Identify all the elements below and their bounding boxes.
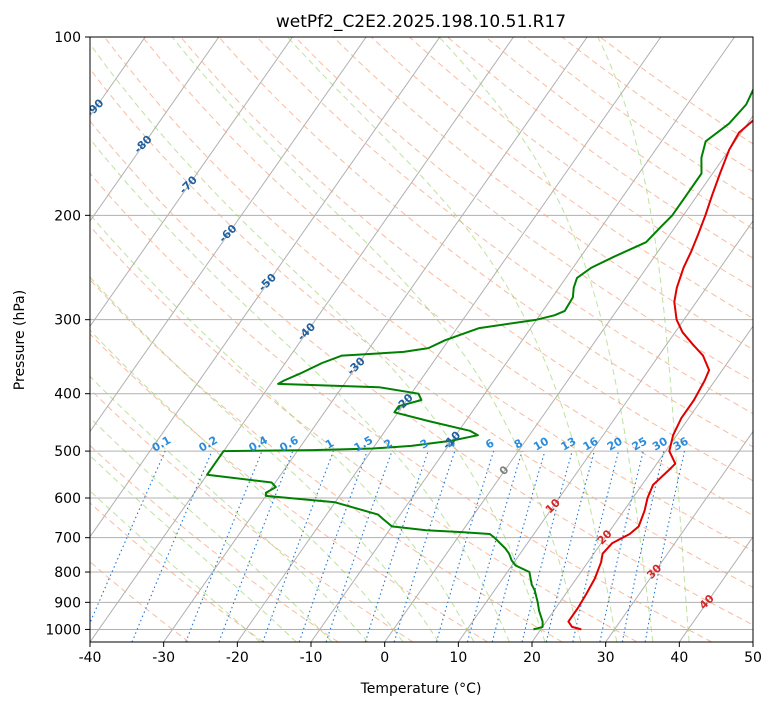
- x-tick-label: -40: [79, 650, 102, 666]
- x-tick-label: -30: [152, 650, 175, 666]
- y-tick-label: 500: [54, 444, 81, 460]
- x-tick-label: 10: [449, 650, 467, 666]
- x-axis-label: Temperature (°C): [360, 681, 482, 697]
- y-tick-label: 100: [54, 30, 81, 46]
- y-tick-label: 700: [54, 531, 81, 547]
- y-tick-label: 1000: [45, 622, 81, 638]
- chart-title: wetPf2_C2E2.2025.198.10.51.R17: [276, 12, 566, 32]
- y-tick-label: 900: [54, 595, 81, 611]
- isotherm-line: [0, 37, 72, 642]
- x-tick-label: 40: [670, 650, 688, 666]
- x-tick-label: 20: [523, 650, 541, 666]
- isotherm-line: [753, 37, 775, 642]
- y-tick-label: 200: [54, 208, 81, 224]
- x-tick-label: 30: [597, 650, 615, 666]
- y-tick-label: 300: [54, 313, 81, 329]
- x-tick-label: 50: [744, 650, 762, 666]
- y-tick-label: 600: [54, 491, 81, 507]
- plot-background: [90, 37, 753, 642]
- x-tick-label: -10: [300, 650, 323, 666]
- y-axis-label: Pressure (hPa): [12, 290, 28, 390]
- x-tick-label: 0: [380, 650, 389, 666]
- y-tick-label: 800: [54, 565, 81, 581]
- x-tick-label: -20: [226, 650, 249, 666]
- adiabat-label: -100: [32, 58, 61, 87]
- y-tick-label: 400: [54, 387, 81, 403]
